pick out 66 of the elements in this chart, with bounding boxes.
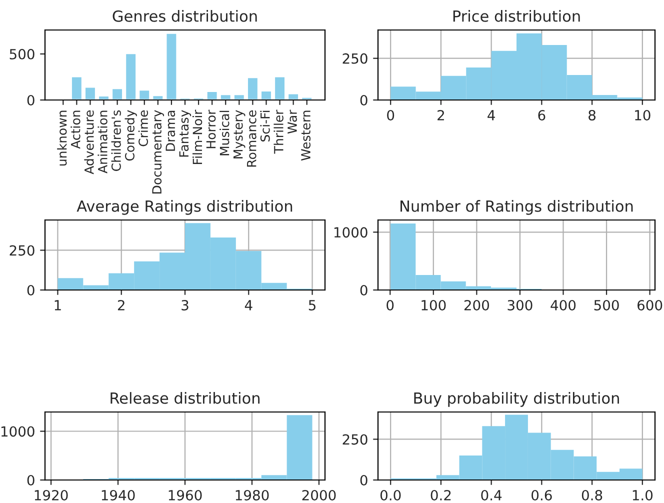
x-tick-label: 0.8 bbox=[582, 490, 602, 500]
x-tick-label: 2 bbox=[438, 110, 444, 120]
x-tick-label: Horror bbox=[206, 110, 216, 148]
x-tick-label: Children's bbox=[111, 110, 121, 171]
x-tick-label: 300 bbox=[508, 300, 532, 310]
x-tick-label: 200 bbox=[464, 300, 490, 310]
y-tick-label: 250 bbox=[342, 53, 368, 64]
x-tick-label: 1980 bbox=[236, 490, 269, 500]
x-tick-label: 5 bbox=[308, 300, 316, 310]
x-tick-label: 500 bbox=[594, 300, 619, 310]
x-tick-label: 1940 bbox=[102, 490, 135, 500]
y-tick-label: 0 bbox=[27, 284, 34, 296]
y-tick-label: 0 bbox=[27, 94, 34, 106]
x-tick-label: Adventure bbox=[84, 110, 94, 174]
chart-title: Genres distribution bbox=[112, 10, 257, 22]
x-tick-label: 0 bbox=[387, 110, 394, 120]
x-tick-label: unknown bbox=[57, 110, 67, 166]
x-tick-label: 0.4 bbox=[481, 490, 502, 500]
x-tick-label: Documentary bbox=[152, 110, 164, 194]
x-tick-label: 3 bbox=[182, 300, 188, 310]
x-tick-label: 4 bbox=[488, 110, 495, 120]
x-tick-label: Mystery bbox=[233, 110, 246, 158]
x-tick-label: 0 bbox=[386, 300, 394, 310]
chart-title: Number of Ratings distribution bbox=[400, 200, 633, 215]
x-tick-label: War bbox=[288, 110, 297, 134]
x-tick-label: Thriller bbox=[274, 110, 284, 154]
y-tick-label: 500 bbox=[10, 48, 34, 60]
y-tick-label: 0 bbox=[360, 94, 368, 106]
x-tick-label: 6 bbox=[538, 110, 546, 120]
x-tick-label: 1960 bbox=[168, 490, 202, 500]
x-tick-label: 1920 bbox=[34, 490, 68, 500]
y-tick-label: 0 bbox=[27, 474, 34, 486]
x-tick-label: 600 bbox=[638, 300, 662, 310]
x-tick-label: Crime bbox=[138, 110, 148, 146]
x-tick-label: 4 bbox=[244, 300, 252, 310]
chart-title: Price distribution bbox=[453, 10, 580, 22]
x-tick-label: 0.6 bbox=[532, 490, 552, 500]
y-tick-label: 1000 bbox=[1, 426, 34, 437]
x-tick-label: Film-Noir bbox=[192, 110, 202, 164]
x-tick-label: Western bbox=[301, 110, 310, 161]
x-tick-label: 1 bbox=[54, 300, 61, 310]
x-tick-label: Drama bbox=[166, 110, 176, 151]
x-tick-label: Action bbox=[70, 110, 80, 149]
x-tick-label: 0.0 bbox=[380, 490, 401, 500]
y-tick-label: 1000 bbox=[334, 227, 368, 238]
y-tick-label: 0 bbox=[360, 474, 368, 486]
x-tick-label: 2 bbox=[118, 300, 124, 310]
y-tick-label: 250 bbox=[10, 245, 34, 256]
x-tick-label: Fantasy bbox=[179, 110, 192, 157]
chart-title: Release distribution bbox=[110, 392, 260, 404]
x-tick-label: 10 bbox=[635, 110, 650, 120]
x-tick-label: Animation bbox=[98, 110, 108, 174]
x-tick-label: Comedy bbox=[124, 110, 137, 161]
y-tick-label: 250 bbox=[342, 434, 368, 445]
x-tick-label: Musical bbox=[220, 110, 230, 156]
x-tick-label: Sci-Fi bbox=[260, 110, 270, 142]
x-tick-label: 400 bbox=[550, 300, 576, 310]
x-tick-label: Romance bbox=[247, 110, 256, 167]
y-tick-label: 0 bbox=[360, 284, 368, 296]
x-tick-label: 0.2 bbox=[430, 490, 451, 500]
x-tick-label: 8 bbox=[588, 110, 596, 120]
chart-title: Buy probability distribution bbox=[414, 392, 619, 407]
x-tick-label: 2000 bbox=[302, 490, 336, 500]
x-tick-label: 1.0 bbox=[632, 490, 653, 500]
x-tick-label: 100 bbox=[422, 300, 446, 310]
chart-title: Average Ratings distribution bbox=[76, 200, 292, 215]
